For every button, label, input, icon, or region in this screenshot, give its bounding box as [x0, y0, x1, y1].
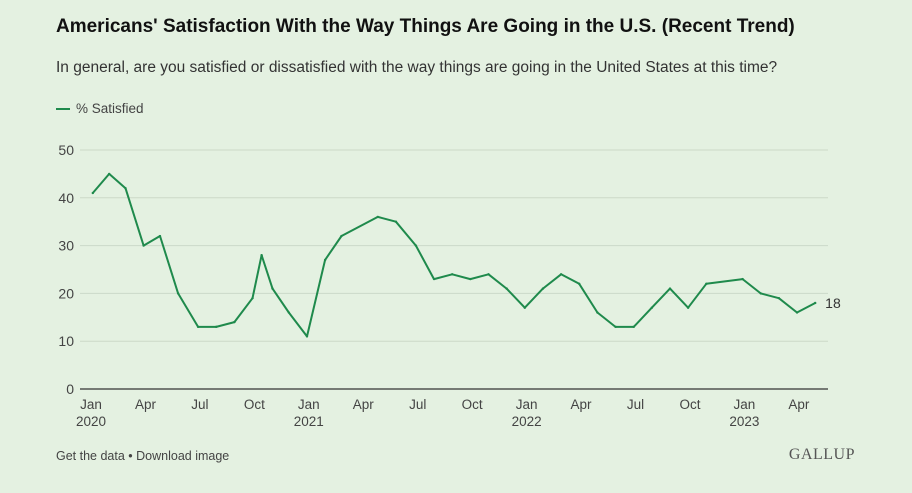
x-tick-label: Oct [679, 397, 700, 412]
x-tick-label: Jan [298, 397, 320, 412]
y-tick-label: 10 [58, 333, 74, 349]
data-point [432, 277, 436, 281]
data-point [795, 311, 799, 314]
x-tick-label: Jul [409, 397, 426, 412]
x-tick-label: Jan [516, 397, 538, 412]
x-tick-label: Apr [135, 397, 157, 412]
data-point [305, 335, 309, 338]
data-point [107, 172, 111, 176]
data-point [813, 301, 817, 305]
x-tick-label: Jan [734, 397, 756, 412]
data-point [196, 325, 200, 329]
x-tick-label: Apr [788, 397, 810, 412]
data-point [541, 287, 545, 290]
y-tick-label: 50 [58, 142, 74, 158]
data-point [260, 253, 263, 257]
y-tick-label: 20 [58, 285, 74, 301]
data-point [91, 191, 95, 195]
data-point [668, 287, 672, 290]
data-point [414, 244, 418, 247]
x-tick-label: Oct [244, 397, 265, 412]
y-tick-label: 30 [58, 238, 74, 254]
data-point [559, 273, 563, 276]
data-point [487, 273, 490, 276]
gridlines [80, 149, 828, 390]
legend: % Satisfied [56, 101, 144, 116]
data-point [176, 292, 180, 295]
get-data-link[interactable]: Get the data [56, 449, 125, 463]
data-point [578, 282, 581, 286]
data-point [686, 306, 690, 309]
data-point [777, 296, 781, 300]
data-point [142, 244, 145, 247]
data-point [450, 273, 454, 276]
footer-links: Get the data • Download image [56, 449, 229, 463]
data-point [323, 258, 327, 262]
y-tick-label: 40 [58, 190, 74, 206]
data-point [340, 234, 343, 238]
data-point [271, 287, 274, 290]
download-image-link[interactable]: Download image [136, 449, 230, 463]
x-tick-label: Apr [571, 397, 593, 412]
series-layer: 18 [91, 172, 841, 338]
data-point [124, 187, 127, 190]
data-point [394, 220, 398, 223]
data-point [376, 215, 379, 219]
data-point [215, 325, 218, 329]
data-point [632, 325, 635, 329]
chart-subtitle: In general, are you satisfied or dissati… [56, 59, 778, 76]
chart-title: Americans' Satisfaction With the Way Thi… [56, 16, 795, 37]
data-point [158, 234, 162, 238]
x-tick-year-label: 2020 [76, 414, 106, 429]
x-tick-year-label: 2023 [729, 414, 759, 429]
data-point [251, 296, 254, 300]
x-tick-label: Oct [462, 397, 483, 412]
gallup-logo: GALLUP [788, 446, 855, 463]
data-point [759, 292, 762, 295]
legend-label: % Satisfied [76, 101, 144, 116]
x-tick-label: Jul [191, 397, 208, 412]
x-tick-year-label: 2022 [512, 414, 542, 429]
data-point [469, 277, 472, 281]
data-point [505, 287, 508, 290]
end-value-label: 18 [825, 295, 841, 311]
x-tick-label: Jan [80, 397, 102, 412]
data-point [705, 282, 708, 286]
series-line-satisfied [91, 172, 817, 338]
data-point [596, 311, 599, 314]
y-tick-label: 0 [66, 381, 74, 397]
data-point [233, 320, 236, 324]
data-point [650, 306, 654, 309]
data-point [523, 306, 526, 309]
y-axis-ticks: 0 10 20 30 40 50 [58, 142, 74, 397]
x-tick-label: Apr [353, 397, 375, 412]
data-point [287, 311, 291, 314]
data-point [614, 325, 617, 329]
footer-separator: • [124, 449, 137, 463]
x-tick-label: Jul [627, 397, 644, 412]
data-point [741, 277, 744, 281]
legend-swatch [56, 107, 70, 110]
x-tick-year-label: 2021 [294, 414, 324, 429]
x-axis-ticks: Jan 2020 Apr Jul Oct Jan 2021 Apr Jul Oct Jan 2022 A… [76, 397, 810, 429]
